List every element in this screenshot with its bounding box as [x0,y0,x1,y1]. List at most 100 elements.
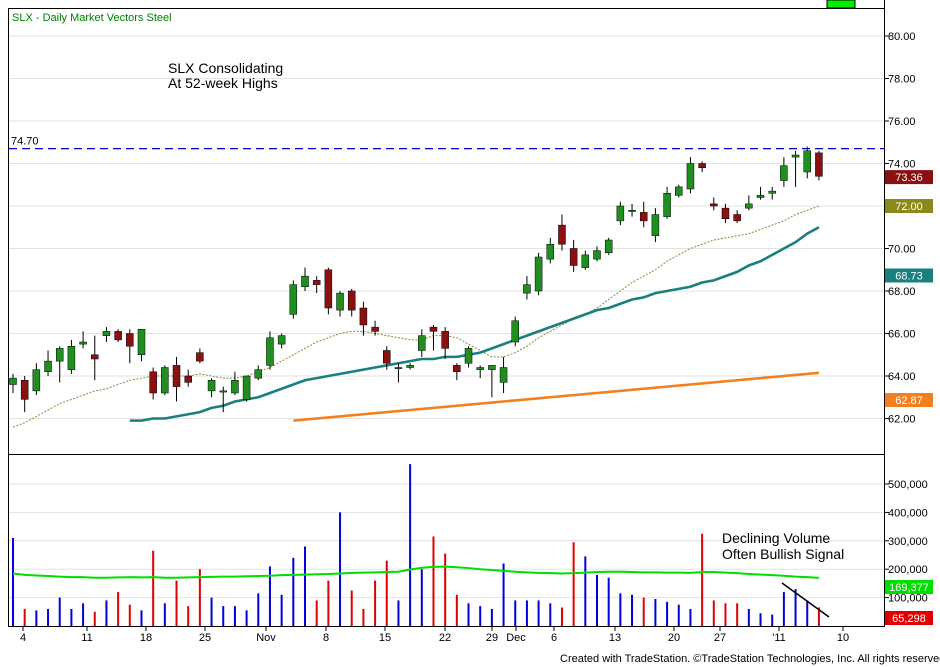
candle-down [429,326,438,332]
candle-up [67,346,76,370]
candle-up [616,205,625,222]
candle-up [686,163,695,190]
tag-ma200-bg [885,393,933,408]
candle-up [406,365,414,368]
candle-up [79,341,87,345]
copyright-text: Created with TradeStation. ©TradeStation… [560,653,940,665]
ma20-line [12,205,820,428]
price-note-line2: At 52-week Highs [168,75,278,91]
candle-up [499,367,508,383]
tag-price-bg [885,170,933,185]
x-tick-label: Nov [256,632,276,644]
volume-trend-arrow [781,582,830,618]
ma200-line [293,371,820,422]
candle-down [91,354,99,360]
candle-up [231,380,239,394]
candle-down [569,248,578,266]
x-tick-label: 6 [551,632,557,644]
price-tick-label: 66.00 [888,329,916,341]
x-tick-label: Dec [506,632,526,644]
candle-up [301,275,309,287]
x-tick-label: 11 [81,632,92,644]
tag-ma200: 62.87 [895,395,923,407]
candle-up [32,369,41,392]
candle-up [55,348,64,362]
chart-title: SLX - Daily Market Vectors Steel [12,12,172,24]
tag-ma20: 72.00 [895,201,923,213]
price-tick-label: 70.00 [888,244,916,256]
candle-up [336,292,344,311]
price-tick-label: 74.00 [888,159,916,171]
candle-down [359,307,368,326]
candle-down [196,352,204,362]
candle-up [266,337,274,366]
candle-up [791,154,800,158]
candle-up [418,335,426,351]
volume-tick-label: 200,000 [888,564,928,576]
volume-tick-label: 500,000 [888,479,928,491]
candle-up [581,254,590,268]
candle-up [768,190,776,194]
candle-up [803,150,811,173]
candle-down [371,326,379,332]
price-tick-label: 62.00 [888,414,916,426]
candle-up [780,165,788,181]
candle-down [721,207,730,219]
x-tick-label: 4 [20,632,26,644]
price-panel-frame [8,8,885,455]
x-tick-label: 18 [140,632,152,644]
volume-note-line1: Declining Volume [722,530,830,546]
candle-up [488,365,496,370]
x-tick-label: '11 [772,632,786,644]
candle-down [733,214,741,222]
volume-ma-line [12,565,819,579]
tag-ma50: 68.73 [895,270,923,282]
candle-up [464,348,473,364]
candle-up [756,195,765,198]
candle-down [172,365,181,387]
candle-up [277,335,286,345]
candle-down [441,331,449,349]
candle-up [394,367,403,369]
candle-down [383,350,391,364]
candle-up [593,250,601,260]
resistance-label: 74.70 [11,136,39,148]
candle-up [628,210,636,212]
candle-down [347,290,356,311]
candle-down [184,375,192,383]
candle-up [254,369,263,379]
candle-down [639,212,648,222]
candle-up [651,214,660,236]
candle-down [698,163,706,168]
candle-down [20,380,29,400]
price-tick-label: 78.00 [888,74,916,86]
candle-up [161,367,169,394]
price-tick-label: 68.00 [888,286,916,298]
x-tick-label: 22 [439,632,451,644]
tag-ma20-bg [885,199,933,213]
volume-note-line2: Often Bullish Signal [722,546,844,562]
candle-up [663,193,671,217]
candle-down [149,371,157,394]
tag-volume: 65,298 [892,613,926,625]
volume-tick-label: 400,000 [888,507,928,519]
candle-down [312,280,321,285]
candle-up [102,331,111,336]
x-tick-label: 15 [379,632,391,644]
candle-down [114,331,122,341]
tag-ma50-bg [885,268,933,283]
x-tick-label: 8 [323,632,329,644]
candle-up [523,284,531,294]
candle-up [675,186,683,196]
candle-down [453,365,461,372]
candle-up [9,377,17,385]
x-tick-label: 27 [714,632,726,644]
volume-tick-label: 300,000 [888,536,928,548]
candle-up [44,360,52,372]
x-tick-label: 20 [668,632,680,644]
candle-up [476,367,484,370]
ma50-line [129,226,820,422]
price-tick-label: 76.00 [888,116,916,128]
candle-up [604,239,613,253]
